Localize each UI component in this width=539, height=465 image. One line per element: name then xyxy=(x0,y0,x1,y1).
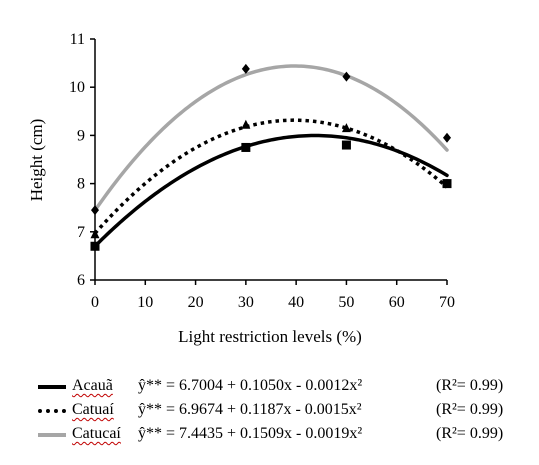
legend-series-name: Catuaí xyxy=(72,401,114,418)
legend-swatch-catuai xyxy=(38,409,66,413)
x-tick-label: 50 xyxy=(338,294,354,311)
data-point-diamond xyxy=(342,71,351,82)
y-tick-label: 9 xyxy=(77,127,85,144)
legend-equation: ŷ** = 7.4435 + 0.1509x - 0.0019x² xyxy=(138,425,363,442)
legend: Acauã ŷ** = 6.7004 + 0.1050x - 0.0012x² … xyxy=(38,376,533,448)
data-point-triangle xyxy=(341,123,351,133)
y-tick-label: 8 xyxy=(77,176,85,193)
x-tick-label: 40 xyxy=(288,294,304,311)
data-point-triangle xyxy=(442,178,452,188)
legend-entry-catucai: Catucaí ŷ** = 7.4435 + 0.1509x - 0.0019x… xyxy=(38,424,533,444)
data-point-diamond xyxy=(241,63,250,74)
series-curve-2 xyxy=(93,64,449,213)
x-tick-label: 20 xyxy=(188,294,204,311)
tick-labels: 6 7 8 9 10 11 0 10 20 30 40 50 60 70 xyxy=(69,31,455,311)
fitted-curves xyxy=(93,64,449,248)
legend-r2: (R²= 0.99) xyxy=(436,401,504,418)
data-point-square xyxy=(241,142,251,152)
legend-r2: (R²= 0.99) xyxy=(436,377,504,394)
data-point-square xyxy=(341,140,351,150)
data-point-diamond xyxy=(443,132,451,143)
x-tick-label: 30 xyxy=(238,294,254,311)
legend-equation: ŷ** = 6.7004 + 0.1050x - 0.0012x² xyxy=(138,377,363,394)
x-tick-label: 0 xyxy=(91,294,99,311)
data-point-triangle xyxy=(241,119,251,129)
y-tick-label: 6 xyxy=(77,272,85,289)
series-curve-1 xyxy=(93,118,449,235)
legend-r2: (R²= 0.99) xyxy=(436,425,504,442)
legend-series-name: Catucaí xyxy=(72,425,121,442)
x-tick-label: 70 xyxy=(439,294,455,311)
legend-equation: ŷ** = 6.9674 + 0.1187x - 0.0015x² xyxy=(138,401,362,418)
legend-swatch-catucai xyxy=(38,433,66,437)
x-tick-label: 10 xyxy=(137,294,153,311)
x-tick-label: 60 xyxy=(389,294,405,311)
legend-entry-acaua: Acauã ŷ** = 6.7004 + 0.1050x - 0.0012x² … xyxy=(38,376,533,396)
legend-series-name: Acauã xyxy=(72,377,113,394)
legend-entry-catuai: Catuaí ŷ** = 6.9674 + 0.1187x - 0.0015x²… xyxy=(38,400,533,420)
legend-swatch-acaua xyxy=(38,385,66,389)
y-tick-label: 10 xyxy=(69,79,85,96)
axes xyxy=(90,38,448,285)
y-axis-title: Height (cm) xyxy=(27,119,46,202)
x-axis-title: Light restriction levels (%) xyxy=(178,327,362,346)
series-curve-0 xyxy=(93,133,449,248)
chart-svg: 6 7 8 9 10 11 0 10 20 30 40 50 60 70 Light restrictio… xyxy=(27,31,455,346)
y-tick-label: 11 xyxy=(70,31,85,48)
y-tick-label: 7 xyxy=(77,224,85,241)
data-markers xyxy=(90,63,452,251)
